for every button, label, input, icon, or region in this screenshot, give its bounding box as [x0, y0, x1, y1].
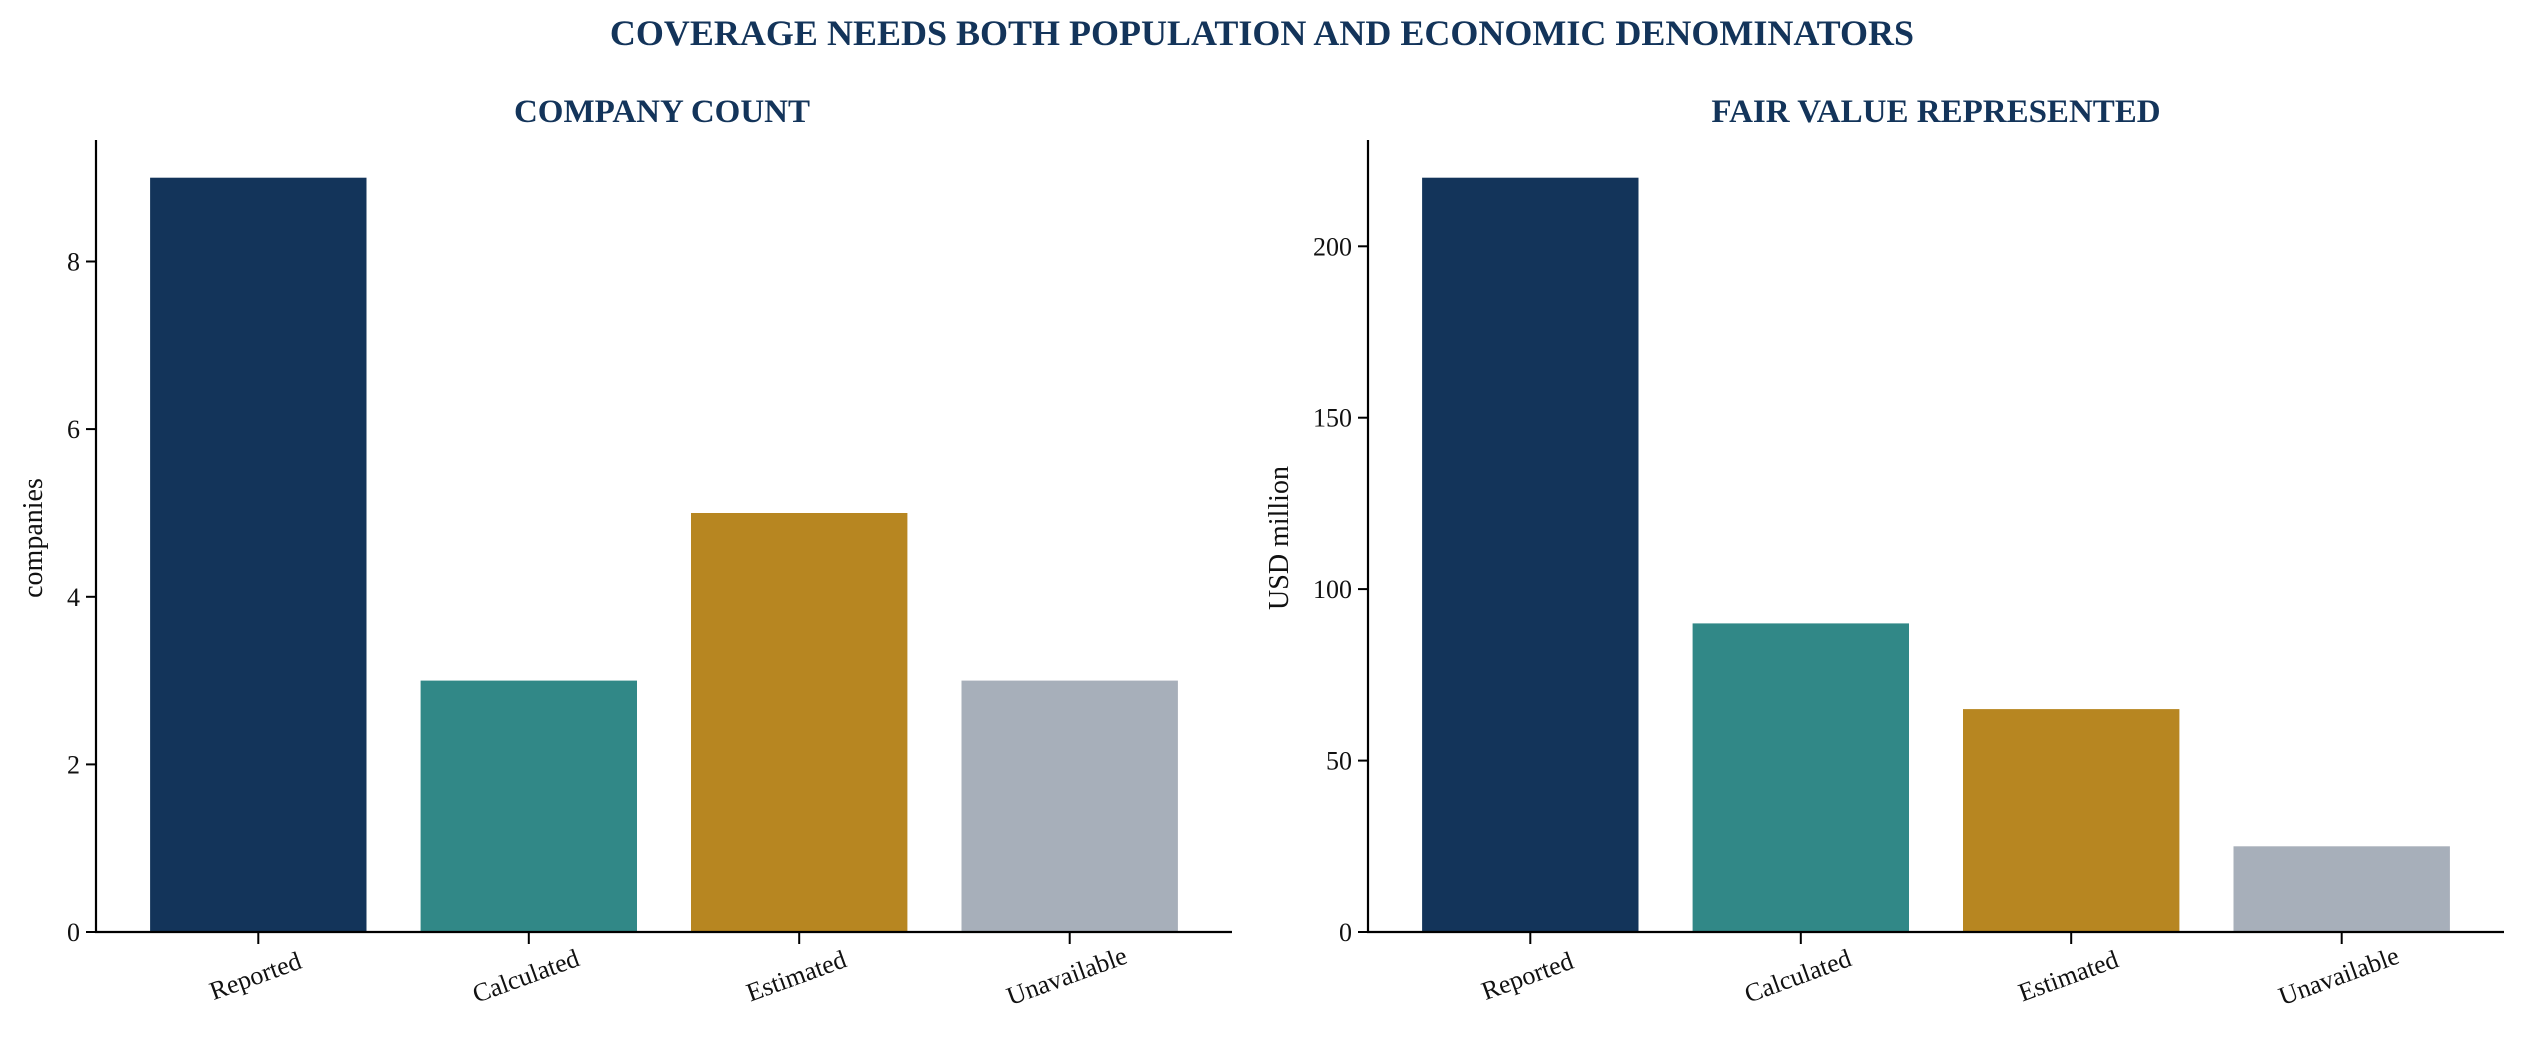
fair-value-y-tick-label: 150	[1313, 404, 1352, 433]
fair-value-y-tick-label: 50	[1326, 747, 1352, 776]
company-count-y-ticks: 0 2 4 6 8	[67, 248, 96, 947]
fair-value-title: FAIR VALUE REPRESENTED	[1711, 94, 2160, 130]
fair-value-x-tick-label: Unavailable	[2275, 941, 2403, 1011]
company-count-bar-calculated	[420, 680, 637, 932]
company-count-y-tick-label: 6	[67, 415, 80, 444]
company-count-x-tick-label: Unavailable	[1003, 941, 1131, 1011]
company-count-x-tick-label: Estimated	[742, 945, 850, 1008]
fair-value-x-tick-label: Reported	[1478, 946, 1577, 1006]
fair-value-x-tick-label: Calculated	[1741, 943, 1855, 1008]
company-count-x-ticks: Reported Calculated Estimated Unavailable	[206, 932, 1131, 1011]
company-count-y-tick-label: 2	[67, 750, 80, 779]
fair-value-y-axis-label: USD million	[1264, 466, 1295, 610]
company-count-panel: COMPANY COUNT companies 0 2 4 6 8 Reported Ca…	[18, 94, 1232, 1011]
fair-value-bar-calculated	[1692, 623, 1909, 932]
fair-value-bar-reported	[1422, 177, 1639, 932]
company-count-title: COMPANY COUNT	[514, 94, 810, 130]
figure-title: COVERAGE NEEDS BOTH POPULATION AND ECONO…	[610, 13, 1914, 53]
fair-value-x-tick-label: Estimated	[2014, 945, 2122, 1008]
company-count-x-tick-label: Calculated	[469, 943, 583, 1008]
fair-value-x-ticks: Reported Calculated Estimated Unavailable	[1478, 932, 2403, 1011]
fair-value-y-tick-label: 200	[1313, 232, 1352, 261]
fair-value-y-tick-label: 0	[1339, 918, 1352, 947]
company-count-bars	[150, 177, 1178, 932]
company-count-y-tick-label: 0	[67, 918, 80, 947]
fair-value-y-tick-label: 100	[1313, 575, 1352, 604]
company-count-y-tick-label: 4	[67, 583, 80, 612]
company-count-bar-reported	[150, 177, 367, 932]
fair-value-bars	[1422, 177, 2450, 932]
fair-value-panel: FAIR VALUE REPRESENTED USD million 0 50 10…	[1264, 94, 2504, 1011]
fair-value-bar-estimated	[1963, 709, 2180, 932]
company-count-y-axis-label: companies	[18, 478, 49, 598]
fair-value-y-ticks: 0 50 100 150 200	[1313, 232, 1368, 947]
company-count-y-tick-label: 8	[67, 248, 80, 277]
fair-value-bar-unavailable	[2233, 846, 2450, 932]
company-count-x-tick-label: Reported	[206, 946, 305, 1006]
company-count-bar-unavailable	[961, 680, 1178, 932]
company-count-bar-estimated	[691, 513, 908, 932]
